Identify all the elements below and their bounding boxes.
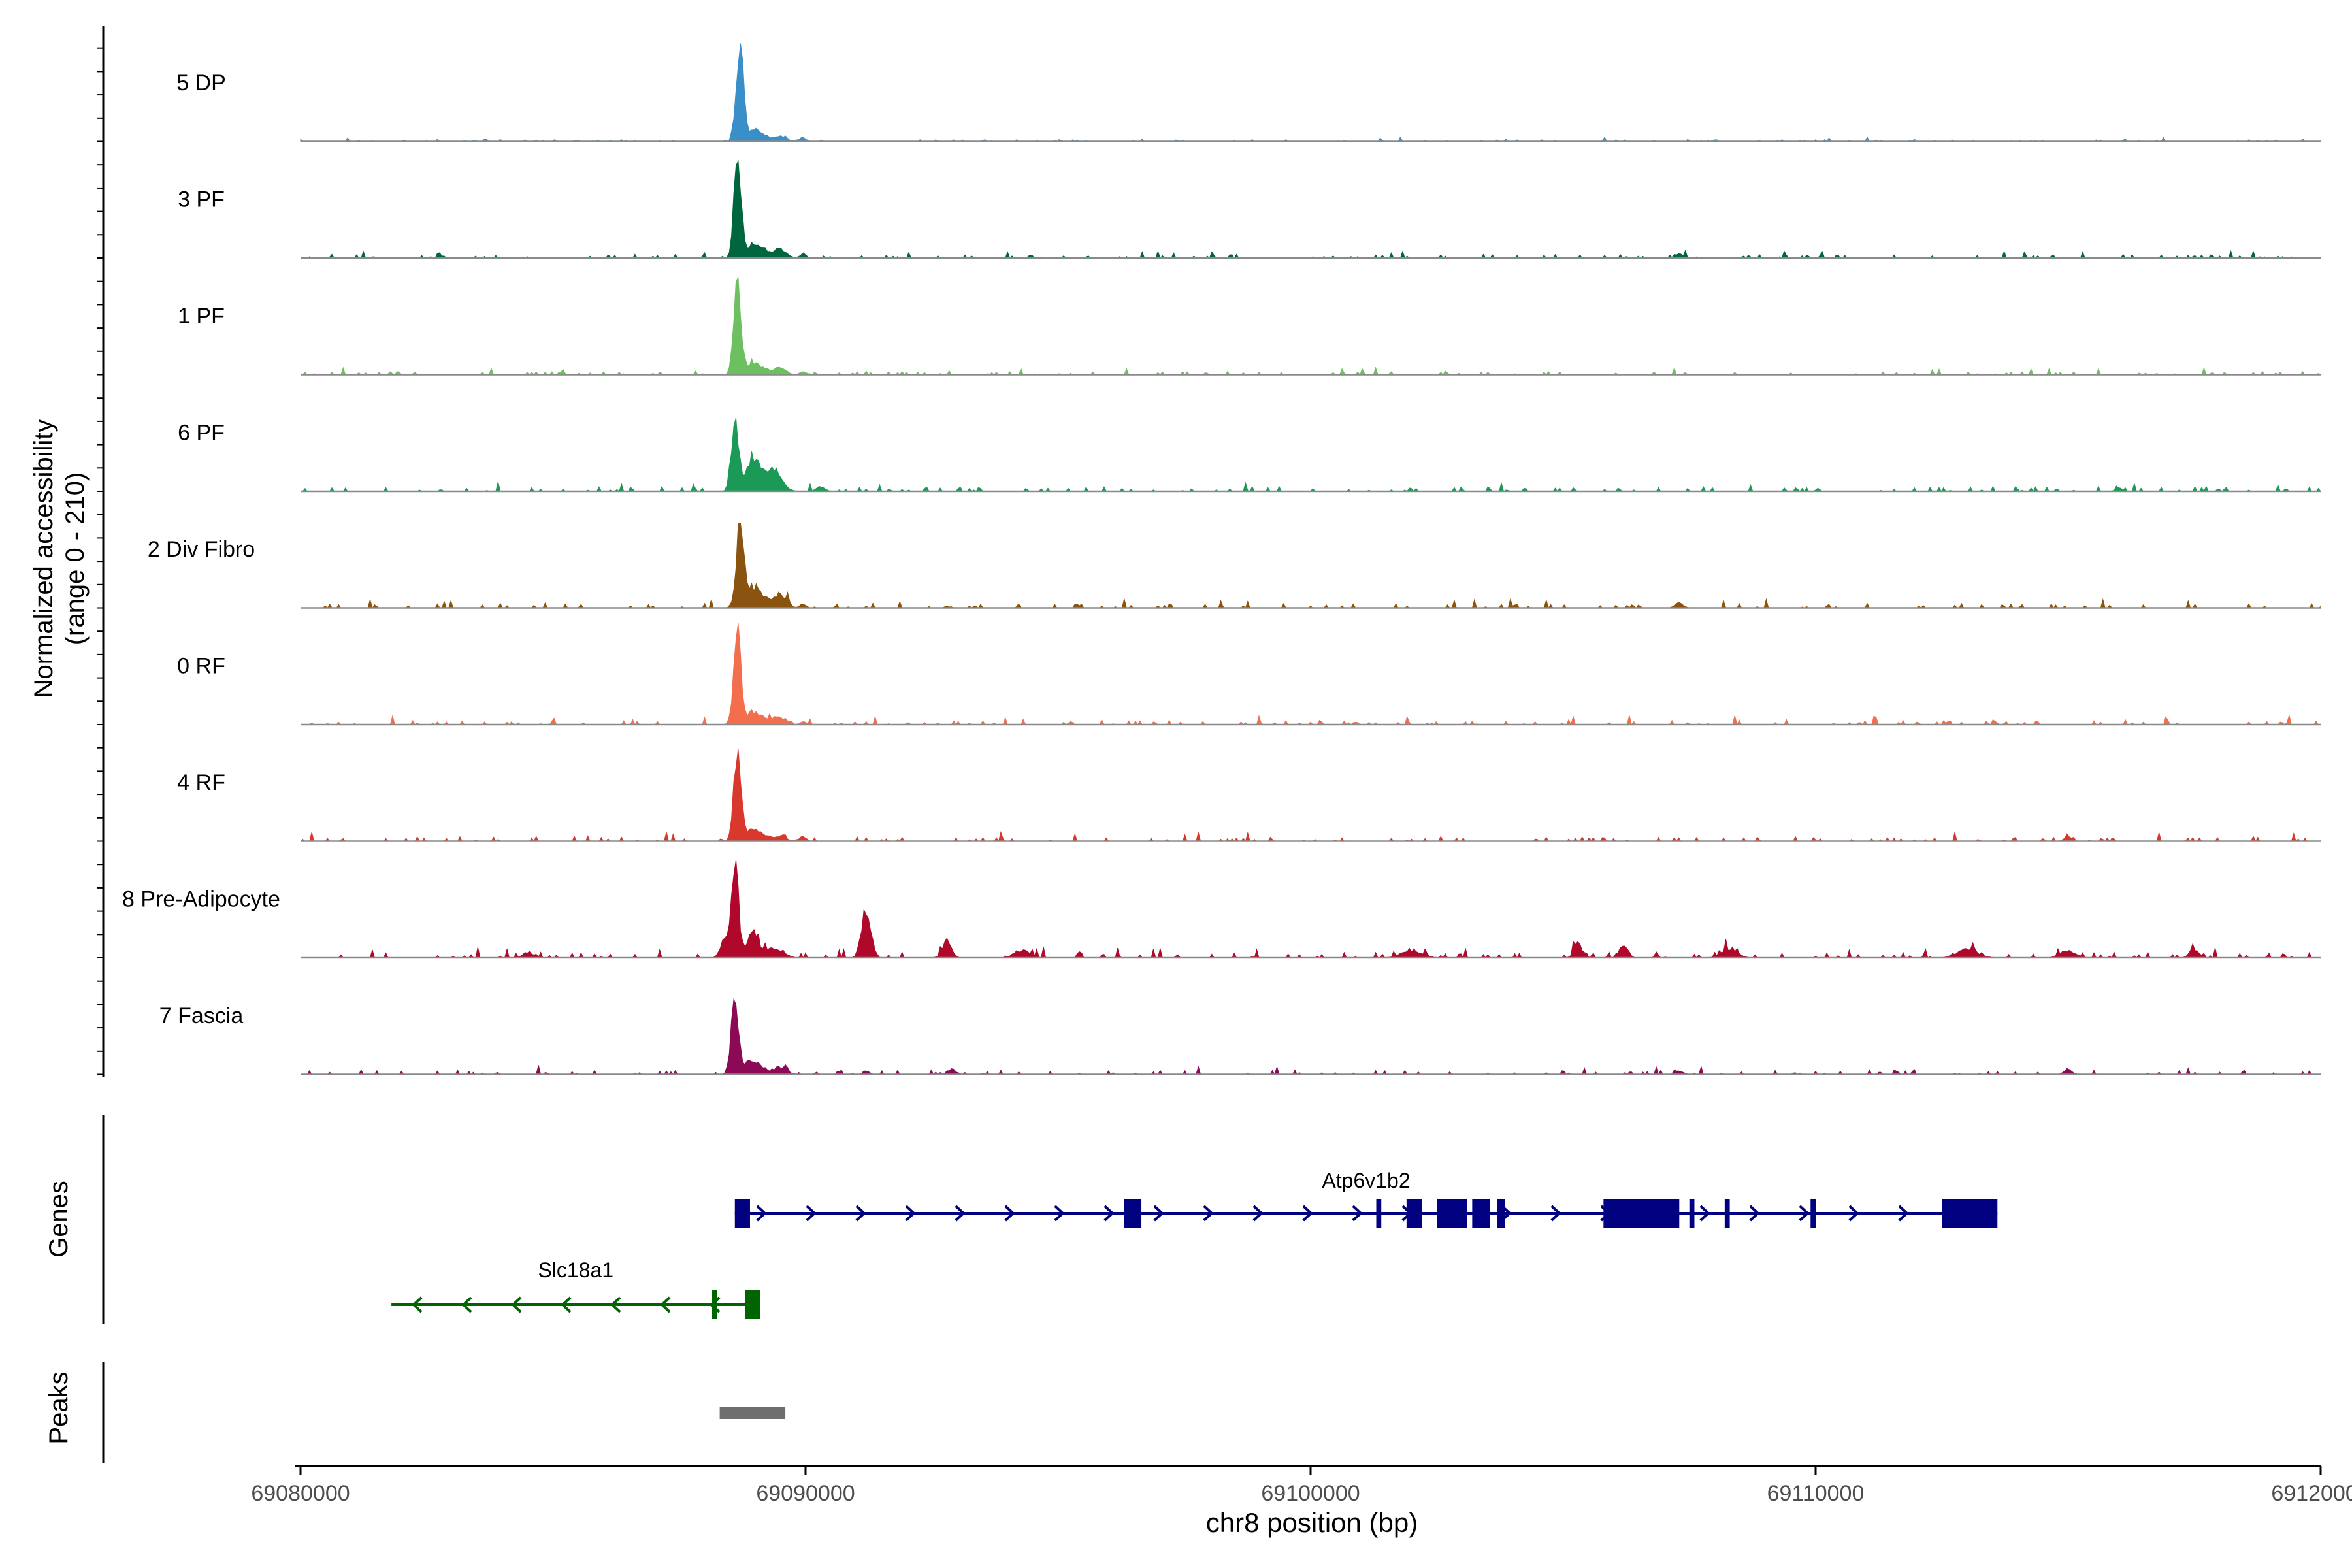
peaks-panel-label: Peaks [44, 1371, 73, 1444]
gene-slc18a1: Slc18a1 [391, 1258, 760, 1319]
track-area-3 [301, 276, 2322, 376]
gene-strand-arrow-icon [955, 1205, 966, 1222]
track-area-5 [301, 523, 2321, 609]
gene-strand-arrow-icon [561, 1296, 572, 1313]
gene-atp6v1b2: Atp6v1b2 [734, 1169, 1998, 1228]
gene-strand-arrow-icon [660, 1296, 671, 1313]
gene-exon [1942, 1199, 1998, 1228]
track-area-4 [301, 417, 2321, 493]
track-8: 8 Pre-Adipocyte [122, 860, 2321, 959]
gene-exon [1406, 1199, 1422, 1228]
gene-strand-arrow-icon [1898, 1205, 1909, 1222]
y-axis-label-line1: Normalized accessibility [29, 419, 58, 698]
track-label-9: 7 Fascia [159, 1004, 244, 1028]
gene-exon [745, 1290, 760, 1319]
gene-exon [1437, 1199, 1467, 1228]
track-label-2: 3 PF [178, 188, 225, 212]
y-axis-label-line2: (range 0 - 210) [61, 472, 90, 645]
gene-strand-arrow-icon [1799, 1205, 1810, 1222]
x-axis-title: chr8 position (bp) [1206, 1507, 1418, 1538]
genes-panel-label: Genes [44, 1181, 73, 1258]
track-area-7 [299, 748, 2321, 842]
gene-strand-arrow-icon [1153, 1205, 1164, 1222]
track-4: 6 PF [178, 417, 2321, 493]
track-1: 5 DP [176, 43, 2321, 142]
gene-name-label: Slc18a1 [538, 1258, 613, 1282]
gene-strand-arrow-icon [1749, 1205, 1760, 1222]
gene-strand-arrow-icon [1004, 1205, 1015, 1222]
gene-strand-arrow-icon [1203, 1205, 1214, 1222]
gene-strand-arrow-icon [511, 1296, 522, 1313]
track-label-7: 4 RF [177, 770, 225, 795]
track-area-1 [300, 43, 2321, 142]
gene-strand-arrow-icon [461, 1296, 472, 1313]
track-3: 1 PF [178, 276, 2322, 376]
gene-exon [711, 1290, 717, 1319]
x-tick-label: 69080000 [251, 1481, 350, 1506]
x-axis: 69080000 69090000 69100000 69110000 69120000 [251, 1465, 2352, 1506]
gene-strand-arrow-icon [855, 1205, 866, 1222]
gene-strand-arrow-icon [1550, 1205, 1561, 1222]
track-label-6: 0 RF [177, 654, 225, 679]
gene-exon [1603, 1199, 1680, 1228]
x-tick-label: 69110000 [1767, 1481, 1865, 1506]
track-area-6 [301, 623, 2321, 726]
track-7: 4 RF [177, 748, 2321, 842]
gene-strand-arrow-icon [905, 1205, 916, 1222]
gene-strand-arrow-icon [806, 1205, 817, 1222]
gene-strand-arrow-icon [1103, 1205, 1115, 1222]
track-5: 2 Div Fibro [148, 523, 2321, 609]
gene-strand-arrow-icon [1352, 1205, 1363, 1222]
track-area-2 [301, 159, 2321, 259]
gene-strand-arrow-icon [1699, 1205, 1710, 1222]
track-area-8 [301, 860, 2321, 959]
gene-exon [1472, 1199, 1490, 1228]
gene-exon [1376, 1199, 1382, 1228]
gene-strand-arrow-icon [1848, 1205, 1859, 1222]
coverage-tracks: 5 DP 3 PF 1 PF 6 PF 2 Div Fibro 0 RF 4 RF 8 Pre… [97, 26, 2322, 1077]
gene-strand-arrow-icon [412, 1296, 423, 1313]
gene-exon [734, 1199, 750, 1228]
gene-strand-arrow-icon [610, 1296, 621, 1313]
gene-annotation-panel: Atp6v1b2 Slc18a1 [102, 1115, 1998, 1324]
gene-exon [1689, 1199, 1695, 1228]
gene-exon [1724, 1199, 1730, 1228]
gene-name-label: Atp6v1b2 [1322, 1169, 1410, 1192]
track-9: 7 Fascia [159, 998, 2321, 1075]
track-6: 0 RF [177, 623, 2321, 726]
gene-strand-arrow-icon [756, 1205, 767, 1222]
track-2: 3 PF [178, 159, 2321, 259]
gene-strand-arrow-icon [1302, 1205, 1313, 1222]
x-tick-label: 69120000 [2271, 1481, 2352, 1506]
peaks-panel [102, 1362, 786, 1463]
gene-exon [1810, 1199, 1816, 1228]
track-label-5: 2 Div Fibro [148, 537, 255, 562]
x-tick-label: 69090000 [756, 1481, 855, 1506]
gene-exon [1497, 1199, 1505, 1228]
track-label-8: 8 Pre-Adipocyte [122, 887, 280, 912]
called-peak [719, 1407, 786, 1419]
track-area-9 [301, 998, 2321, 1075]
gene-strand-arrow-icon [1054, 1205, 1065, 1222]
track-label-1: 5 DP [176, 71, 226, 95]
track-label-3: 1 PF [178, 304, 225, 329]
x-tick-label: 69100000 [1261, 1481, 1360, 1506]
gene-exon [1123, 1199, 1142, 1228]
track-label-4: 6 PF [178, 421, 225, 446]
gene-strand-arrow-icon [1252, 1205, 1264, 1222]
